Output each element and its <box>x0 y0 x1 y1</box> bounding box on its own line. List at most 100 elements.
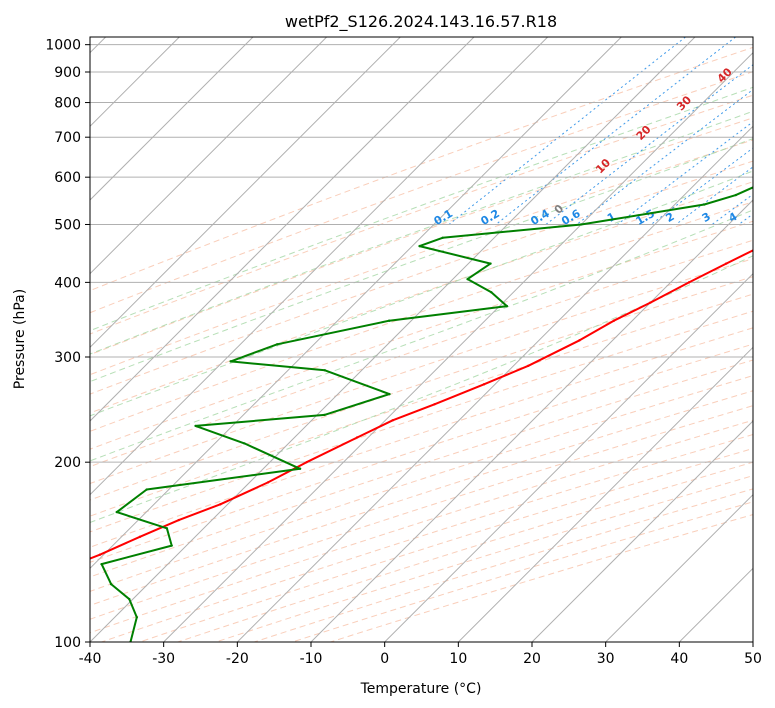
dewpoint-point <box>165 527 169 530</box>
isotherm-line <box>90 37 696 642</box>
temperature-point <box>355 436 359 439</box>
moist-adiabat <box>90 170 753 417</box>
pressure-gridlines <box>90 44 753 642</box>
dewpoint-point <box>579 223 583 226</box>
dry-adiabat <box>90 390 753 606</box>
x-axis-label: Temperature (°C) <box>360 681 482 697</box>
x-tick-label: 20 <box>523 651 541 667</box>
moist-adiabat <box>90 209 753 462</box>
y-tick-label: 700 <box>54 130 81 146</box>
y-tick-label: 600 <box>54 170 81 186</box>
dry-adiabat <box>90 359 753 578</box>
temperature-point <box>177 518 180 522</box>
dewpoint-point <box>100 562 103 566</box>
isotherm-line <box>163 51 753 642</box>
temperature-point <box>527 364 530 367</box>
temperature-point <box>649 301 652 304</box>
mixing-ratio-line <box>495 37 736 225</box>
mixing-ratio-line <box>545 64 753 225</box>
temperature-point <box>578 339 581 342</box>
isotherm-line <box>310 199 753 642</box>
isotherm-line <box>90 37 401 349</box>
dewpoint-point <box>135 616 139 619</box>
y-tick-label: 100 <box>54 635 81 651</box>
dry-adiabat <box>177 461 753 642</box>
mixing-ratio-line <box>616 121 753 225</box>
dewpoint-point <box>441 236 444 239</box>
temperature-point <box>612 319 616 322</box>
isotherm-line <box>90 37 254 201</box>
x-tick-label: 10 <box>449 651 467 667</box>
x-tick-label: 0 <box>380 651 389 667</box>
temperature-point <box>482 383 486 386</box>
dewpoint-point <box>170 544 173 547</box>
temperature-point <box>433 403 436 406</box>
x-tick-label: 50 <box>744 651 762 667</box>
dry-adiabat <box>215 475 753 642</box>
moist-adiabat <box>90 255 753 524</box>
y-tick-label: 800 <box>54 96 81 112</box>
temperature-point <box>305 460 308 464</box>
temperature-point <box>138 535 142 539</box>
isotherm-line <box>90 37 475 422</box>
dewpoint-point <box>323 369 327 372</box>
dewpoint-point <box>194 424 197 428</box>
dry-adiabat <box>101 433 753 642</box>
dewpoint-point <box>145 488 148 491</box>
isotherm-line <box>90 37 328 275</box>
dry-adiabat <box>139 447 753 642</box>
dewpoint-point <box>505 304 509 308</box>
isotherm-line <box>90 37 549 496</box>
dewpoint-point <box>109 582 113 586</box>
mixing-ratio-lines <box>448 37 753 225</box>
plot-frame <box>89 36 754 643</box>
line-labels: 0.10.20.40.611.52346810131620253036-100-… <box>432 65 740 228</box>
sounding-profiles <box>90 186 753 642</box>
dewpoint-point <box>298 467 302 470</box>
y-tick-label: 200 <box>54 455 81 471</box>
plot-area: 0.10.20.40.611.52346810131620253036-100-… <box>90 37 753 642</box>
x-tick-label: -40 <box>79 651 102 667</box>
dewpoint-profile <box>100 186 753 642</box>
dry-adiabat <box>90 94 753 335</box>
dry-adiabats <box>90 46 753 642</box>
dewpoint-point <box>229 360 232 363</box>
isotherm-line <box>236 125 753 642</box>
x-tick-label: -10 <box>300 651 323 667</box>
dry-adiabat <box>90 405 753 620</box>
mixing-ratio-line <box>448 37 686 225</box>
isotherms <box>90 37 753 642</box>
temperature-point <box>391 419 394 422</box>
dewpoint-point <box>115 510 118 514</box>
x-axis-ticks: -40 -30 -20 -10 0 10 20 30 40 50 <box>79 642 762 667</box>
dewpoint-point <box>418 244 421 248</box>
x-tick-label: 30 <box>597 651 615 667</box>
dry-adiabat <box>90 71 753 314</box>
dewpoint-point <box>243 442 246 445</box>
dewpoint-point <box>734 193 738 197</box>
x-tick-label: 40 <box>670 651 688 667</box>
x-tick-label: -20 <box>226 651 249 667</box>
dry-adiabat <box>90 419 753 634</box>
moist-adiabats <box>90 86 753 524</box>
y-tick-label: 500 <box>54 217 81 233</box>
y-tick-label: 900 <box>54 65 81 81</box>
mixing-ratio-line <box>650 147 753 225</box>
temperature-point <box>687 281 691 284</box>
isotherm-line <box>457 346 753 642</box>
dewpoint-point <box>703 203 706 206</box>
dewpoint-point <box>490 291 493 294</box>
y-tick-label: 400 <box>54 275 81 291</box>
temperature-point <box>98 553 102 556</box>
y-tick-label: 300 <box>54 350 81 366</box>
dry-adiabat <box>90 327 753 548</box>
dewpoint-point <box>489 262 492 265</box>
dry-adiabat <box>90 375 753 592</box>
isotherm-line <box>384 272 753 642</box>
isotherm-line <box>605 493 753 642</box>
dewpoint-point <box>128 597 131 601</box>
dry-adiabat <box>90 343 753 563</box>
dewpoint-point <box>323 413 326 417</box>
